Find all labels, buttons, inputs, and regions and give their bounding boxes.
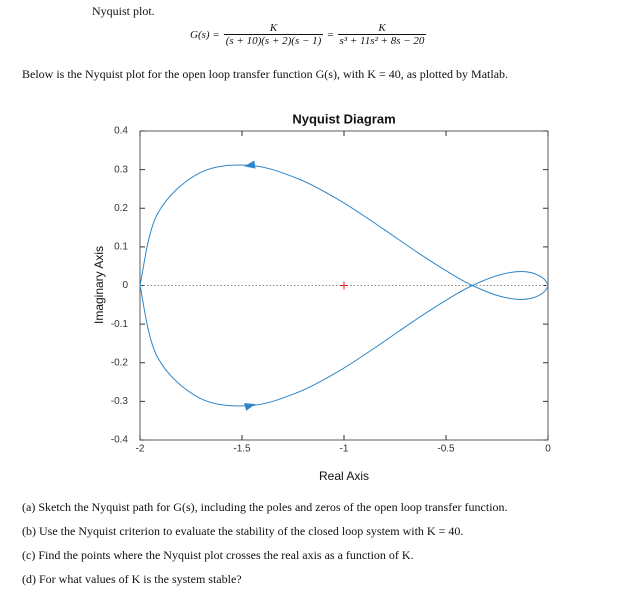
- nyquist-curve: [139, 164, 549, 300]
- question: (c) Find the points where the Nyquist pl…: [22, 548, 414, 562]
- fraction: K (s + 10)(s + 2)(s − 1): [223, 22, 324, 47]
- direction-arrow: [244, 403, 256, 411]
- y-tick-label: 0.4: [114, 126, 128, 137]
- numerator: K: [337, 22, 427, 35]
- formula-lhs: G(s) =: [190, 28, 220, 41]
- y-tick-label: -0.3: [111, 396, 129, 407]
- y-tick-label: -0.2: [111, 357, 129, 368]
- numerator: K: [223, 22, 324, 35]
- direction-arrow: [244, 160, 256, 169]
- question: (a) Sketch the Nyquist path for G(s), in…: [22, 500, 508, 514]
- y-tick-label: -0.4: [111, 435, 129, 446]
- x-tick-label: -1: [340, 444, 349, 455]
- x-tick-label: -2: [136, 444, 145, 455]
- y-axis-label: Imaginary Axis: [92, 246, 106, 324]
- y-tick-label: 0.3: [114, 164, 128, 175]
- x-tick-label: 0: [545, 444, 551, 455]
- y-tick-label: 0.1: [114, 242, 128, 253]
- x-tick-label: -0.5: [437, 444, 455, 455]
- question: (b) Use the Nyquist criterion to evaluat…: [22, 524, 464, 538]
- equals: =: [327, 28, 334, 41]
- chart-title: Nyquist Diagram: [292, 111, 395, 126]
- chart: Nyquist Diagram Real Axis Imaginary Axis…: [92, 111, 551, 483]
- nyquist-curve: [139, 271, 549, 407]
- x-tick-label: -1.5: [233, 444, 251, 455]
- y-tick-label: -0.1: [111, 319, 129, 330]
- denominator: (s + 10)(s + 2)(s − 1): [225, 35, 322, 47]
- denominator: s³ + 11s² + 8s − 20: [339, 35, 425, 47]
- y-tick-label: 0: [122, 280, 128, 291]
- critical-point: [340, 281, 348, 290]
- header-title: Nyquist plot.: [92, 4, 155, 18]
- y-tick-label: 0.2: [114, 203, 128, 214]
- question: (d) For what values of K is the system s…: [22, 572, 242, 586]
- x-axis-label: Real Axis: [319, 469, 369, 483]
- intro: Below is the Nyquist plot for the open l…: [22, 67, 509, 81]
